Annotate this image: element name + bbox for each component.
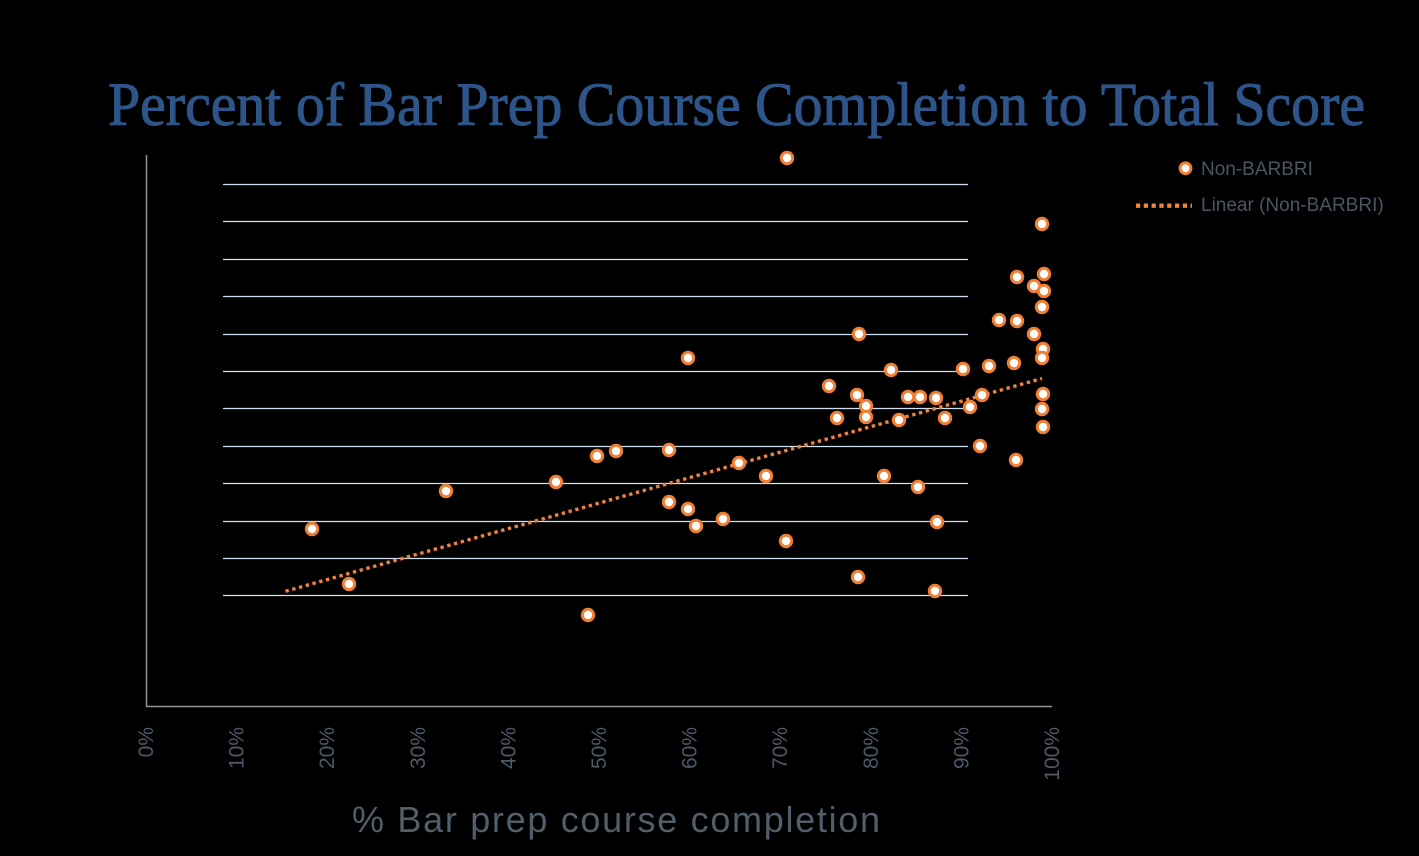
svg-text:30%: 30% — [407, 727, 430, 769]
svg-text:70%: 70% — [769, 727, 792, 769]
svg-text:100%: 100% — [1041, 727, 1064, 781]
svg-text:Percent of Bar Prep Course Com: Percent of Bar Prep Course Completion to… — [108, 72, 1365, 139]
svg-text:10%: 10% — [226, 727, 249, 769]
svg-text:% Bar prep course completion: % Bar prep course completion — [352, 799, 880, 840]
svg-text:50%: 50% — [588, 727, 611, 769]
svg-text:80%: 80% — [860, 727, 883, 769]
svg-text:Linear (Non-BARBRI): Linear (Non-BARBRI) — [1201, 195, 1384, 216]
svg-text:0%: 0% — [135, 727, 158, 757]
svg-text:60%: 60% — [679, 727, 702, 769]
svg-text:90%: 90% — [950, 727, 973, 769]
svg-text:Non-BARBRI: Non-BARBRI — [1201, 159, 1313, 180]
svg-text:40%: 40% — [497, 727, 520, 769]
svg-text:20%: 20% — [316, 727, 339, 769]
